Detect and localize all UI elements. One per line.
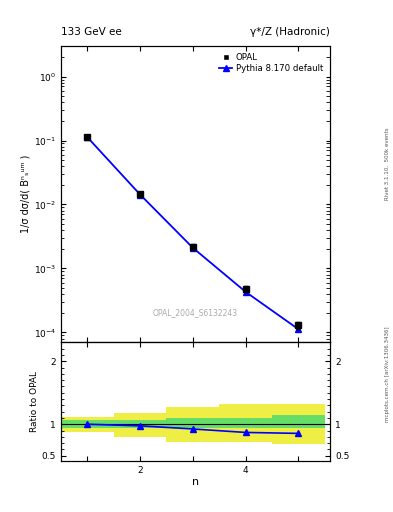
Text: OPAL_2004_S6132243: OPAL_2004_S6132243 bbox=[153, 308, 238, 317]
Text: Rivet 3.1.10,  500k events: Rivet 3.1.10, 500k events bbox=[385, 127, 389, 200]
Y-axis label: Ratio to OPAL: Ratio to OPAL bbox=[30, 371, 39, 432]
Text: γ*/Z (Hadronic): γ*/Z (Hadronic) bbox=[250, 27, 330, 37]
Text: 133 GeV ee: 133 GeV ee bbox=[61, 27, 122, 37]
Text: mcplots.cern.ch [arXiv:1306.3436]: mcplots.cern.ch [arXiv:1306.3436] bbox=[385, 326, 389, 421]
X-axis label: n: n bbox=[192, 477, 199, 487]
Y-axis label: 1/σ dσ/d( Bⁿₛᵘᵐ ): 1/σ dσ/d( Bⁿₛᵘᵐ ) bbox=[21, 155, 31, 233]
Legend: OPAL, Pythia 8.170 default: OPAL, Pythia 8.170 default bbox=[217, 50, 326, 76]
